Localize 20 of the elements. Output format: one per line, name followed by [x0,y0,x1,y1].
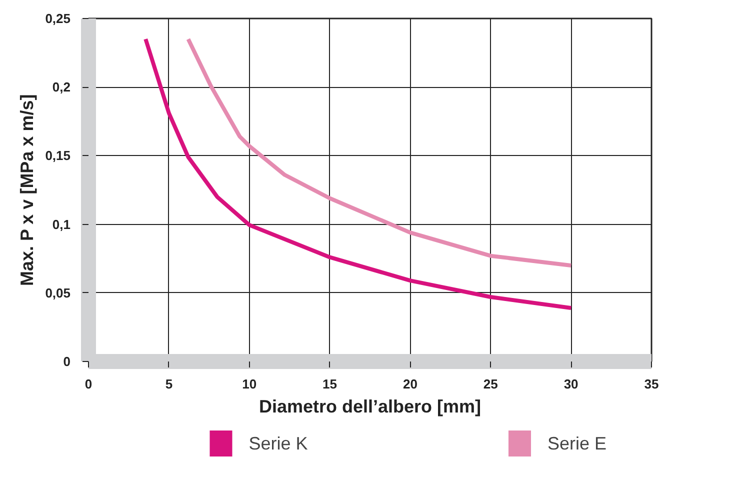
line-series [144,37,574,310]
legend-label: Serie E [547,434,606,454]
x-tick-label: 35 [644,376,659,392]
x-tick-label: 30 [564,376,578,392]
x-tick-label: 0 [84,376,92,392]
y-tick-label: 0,15 [45,148,71,164]
x-tick-label: 10 [242,376,257,392]
x-tick-label: 20 [402,376,418,392]
x-tick-label: 25 [483,376,498,392]
y-axis-title: Max. P x v [MPa x m/s] [17,94,38,286]
y-tick-label: 0,2 [52,80,71,95]
y-tick-label: 0,1 [52,216,71,232]
y-tick-label: 0 [63,354,71,369]
y-tick-label: 0,25 [45,11,71,26]
legend-label: Serie K [248,434,308,454]
line-series [186,37,574,268]
y-tick-label: 0,05 [45,285,71,300]
x-axis-title: Diametro dell’albero [mm] [258,396,482,416]
x-tick-label: 5 [165,376,173,392]
x-tick-label: 15 [322,376,338,392]
